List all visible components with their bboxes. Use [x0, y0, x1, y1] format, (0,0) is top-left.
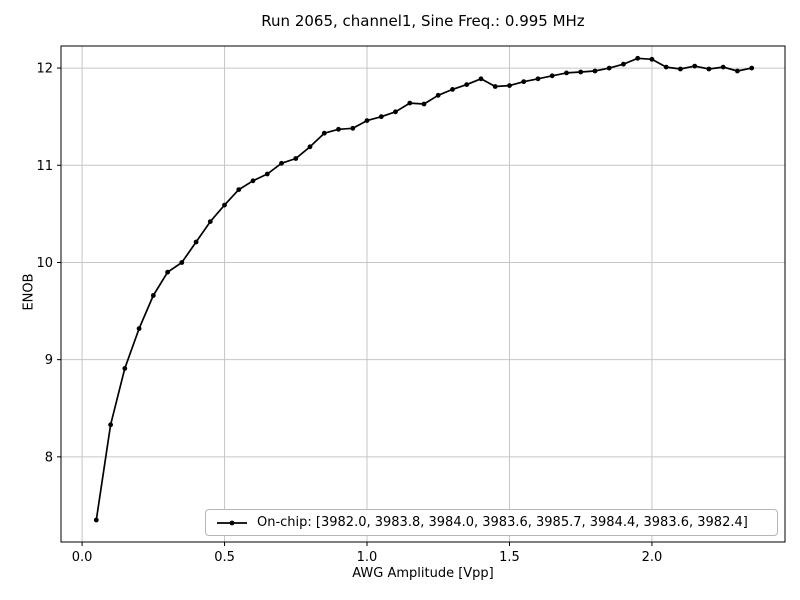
y-tick-label: 11 — [36, 159, 53, 174]
data-point-marker — [236, 187, 242, 193]
data-point-marker — [592, 68, 598, 74]
data-point-marker — [336, 126, 341, 132]
data-point-marker — [279, 160, 284, 166]
data-point-marker — [692, 63, 698, 69]
data-point-marker — [478, 76, 484, 82]
axes-frame — [60, 45, 786, 543]
data-point-marker — [521, 79, 527, 85]
data-point-marker — [250, 178, 256, 184]
data-point-marker — [222, 202, 227, 208]
data-point-marker — [450, 87, 455, 92]
data-point-marker — [492, 84, 498, 89]
y-tick-label: 10 — [36, 256, 53, 271]
x-axis-label: AWG Amplitude [Vpp] — [352, 566, 494, 581]
data-point-marker — [193, 239, 199, 245]
data-point-marker — [93, 517, 99, 523]
data-point-marker — [165, 269, 171, 275]
legend-line-sample-icon — [217, 520, 247, 525]
data-point-marker — [293, 156, 299, 161]
data-point-marker — [663, 64, 669, 70]
data-point-marker — [464, 82, 470, 87]
data-point-marker — [649, 56, 655, 62]
data-point-marker — [307, 144, 313, 150]
data-point-marker — [122, 366, 128, 371]
data-point-marker — [621, 61, 626, 67]
data-point-marker — [706, 66, 712, 72]
data-point-marker — [606, 65, 612, 71]
data-point-marker — [507, 83, 512, 88]
x-tick-label: 1.0 — [357, 550, 378, 565]
data-point-marker — [635, 55, 641, 61]
data-point-marker — [678, 66, 683, 72]
data-point-marker — [136, 326, 142, 331]
x-tick-label: 2.0 — [642, 550, 663, 565]
data-series-line — [95, 57, 753, 521]
legend-label: On-chip: [3982.0, 3983.8, 3984.0, 3983.6… — [257, 515, 748, 530]
data-point-marker — [749, 65, 755, 71]
data-point-marker — [549, 73, 555, 79]
data-point-marker — [407, 100, 413, 106]
data-point-marker — [421, 101, 427, 107]
data-point-marker — [378, 114, 384, 120]
y-tick-label: 12 — [36, 62, 53, 77]
data-point-marker — [535, 76, 541, 82]
data-point-marker — [321, 130, 327, 136]
data-point-marker — [108, 422, 113, 428]
data-point-marker — [264, 171, 270, 177]
data-point-marker — [207, 219, 213, 225]
x-tick-label: 0.5 — [214, 550, 235, 565]
data-point-marker — [435, 92, 441, 98]
data-point-marker — [179, 260, 185, 265]
x-tick-label: 1.5 — [499, 550, 520, 565]
data-point-marker — [393, 109, 398, 115]
data-point-marker — [364, 118, 370, 123]
data-point-marker — [578, 69, 584, 75]
y-tick-label: 9 — [45, 353, 53, 368]
data-point-marker — [720, 64, 726, 70]
data-point-marker — [350, 125, 356, 131]
data-point-marker — [150, 293, 156, 298]
data-point-marker — [564, 70, 569, 76]
data-point-marker — [735, 68, 740, 74]
x-tick-label: 0.0 — [72, 550, 93, 565]
legend: On-chip: [3982.0, 3983.8, 3984.0, 3983.6… — [205, 509, 778, 536]
y-tick-label: 8 — [45, 450, 53, 465]
chart-title: Run 2065, channel1, Sine Freq.: 0.995 MH… — [261, 12, 585, 30]
